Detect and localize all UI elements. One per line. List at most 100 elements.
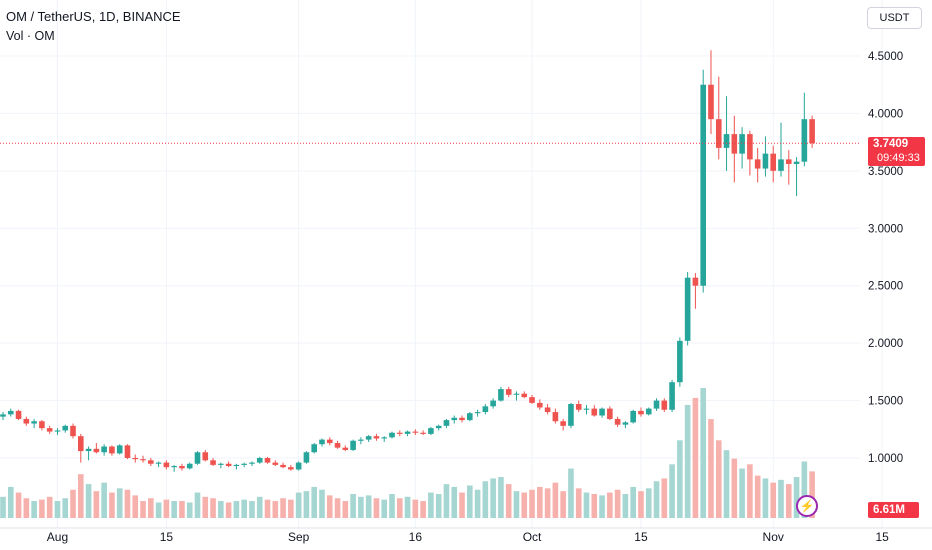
candle-body[interactable] [249, 462, 255, 464]
candle-body[interactable] [420, 432, 426, 434]
candle-body[interactable] [521, 393, 528, 398]
candle-body[interactable] [474, 412, 481, 414]
candle-body[interactable] [513, 393, 520, 395]
candle-body[interactable] [140, 459, 146, 461]
candle-body[interactable] [124, 445, 131, 458]
candle-body[interactable] [459, 417, 465, 421]
candle-body[interactable] [78, 436, 84, 452]
candle-body[interactable] [575, 404, 582, 410]
candle-body[interactable] [155, 462, 162, 464]
candle-body[interactable] [233, 464, 240, 467]
candle-body[interactable] [754, 159, 761, 169]
candle-body[interactable] [210, 460, 216, 465]
candle-body[interactable] [715, 119, 722, 148]
candle-body[interactable] [560, 421, 566, 426]
candle-body[interactable] [46, 428, 53, 432]
candle-body[interactable] [443, 420, 450, 426]
candle-body[interactable] [389, 432, 395, 438]
candle-body[interactable] [700, 84, 706, 286]
candle-body[interactable] [31, 421, 37, 424]
candle-body[interactable] [692, 277, 699, 286]
candle-body[interactable] [583, 408, 590, 410]
candle-body[interactable] [171, 466, 177, 468]
candle-body[interactable] [163, 462, 170, 468]
candle-body[interactable] [218, 463, 224, 465]
candle-body[interactable] [568, 404, 574, 426]
candle-body[interactable] [373, 436, 380, 439]
candle-body[interactable] [186, 463, 193, 469]
candle-body[interactable] [622, 422, 629, 425]
candle-body[interactable] [396, 432, 403, 434]
candle-body[interactable] [747, 134, 753, 160]
candle-body[interactable] [793, 161, 800, 164]
candle-body[interactable] [661, 400, 668, 410]
candle-body[interactable] [7, 410, 14, 415]
candle-body[interactable] [669, 382, 675, 410]
candle-body[interactable] [0, 414, 6, 417]
candle-body[interactable] [241, 463, 247, 465]
candle-body[interactable] [23, 418, 30, 424]
candle-body[interactable] [311, 444, 317, 453]
currency-button[interactable]: USDT [867, 7, 922, 29]
candle-body[interactable] [451, 417, 458, 421]
candle-body[interactable] [85, 448, 92, 452]
candle-body[interactable] [498, 389, 504, 401]
candle-body[interactable] [630, 410, 636, 423]
candle-body[interactable] [272, 462, 279, 465]
candle-body[interactable] [62, 425, 69, 431]
candle-body[interactable] [54, 430, 61, 432]
candle-body[interactable] [264, 458, 271, 463]
candle-body[interactable] [334, 443, 341, 448]
candle-body[interactable] [101, 446, 107, 453]
candle-body[interactable] [723, 134, 730, 148]
candle-body[interactable] [326, 439, 333, 444]
candle-body[interactable] [785, 159, 792, 164]
candle-body[interactable] [256, 458, 263, 463]
candle-body[interactable] [809, 119, 815, 144]
candle-body[interactable] [607, 408, 613, 419]
candle-body[interactable] [404, 431, 411, 434]
candle-body[interactable] [381, 437, 388, 439]
candle-body[interactable] [731, 134, 738, 154]
candle-body[interactable] [435, 425, 442, 429]
candle-body[interactable] [116, 445, 123, 454]
candle-body[interactable] [801, 119, 808, 162]
candle-body[interactable] [70, 425, 76, 437]
candle-body[interactable] [490, 400, 496, 407]
candle-body[interactable] [15, 410, 22, 419]
candle-body[interactable] [288, 467, 294, 470]
candle-body[interactable] [467, 413, 473, 421]
lightning-icon[interactable]: ⚡ [796, 495, 818, 517]
candle-body[interactable] [225, 463, 232, 467]
candle-body[interactable] [194, 452, 201, 464]
candle-body[interactable] [132, 458, 139, 460]
candle-body[interactable] [591, 408, 598, 416]
candle-body[interactable] [638, 410, 644, 415]
candle-body[interactable] [109, 446, 115, 454]
candle-body[interactable] [39, 421, 45, 429]
candle-body[interactable] [179, 466, 185, 469]
candle-body[interactable] [537, 402, 543, 408]
candle-body[interactable] [93, 448, 100, 453]
candle-body[interactable] [645, 408, 652, 415]
candle-body[interactable] [762, 153, 769, 169]
candle-body[interactable] [653, 400, 660, 409]
candle-body[interactable] [412, 431, 419, 433]
candle-body[interactable] [778, 159, 784, 171]
candle-body[interactable] [350, 440, 356, 450]
candle-body[interactable] [677, 340, 683, 383]
candle-body[interactable] [280, 464, 286, 468]
candle-body[interactable] [708, 84, 714, 120]
candle-body[interactable] [202, 452, 209, 461]
candle-body[interactable] [684, 277, 691, 341]
candle-body[interactable] [739, 134, 745, 154]
candle-body[interactable] [428, 428, 434, 434]
candle-body[interactable] [148, 460, 154, 464]
candle-body[interactable] [303, 452, 310, 463]
candle-body[interactable] [365, 436, 372, 440]
candle-body[interactable] [614, 418, 621, 425]
candle-body[interactable] [544, 407, 551, 413]
candle-body[interactable] [358, 439, 364, 441]
candle-body[interactable] [552, 412, 559, 422]
